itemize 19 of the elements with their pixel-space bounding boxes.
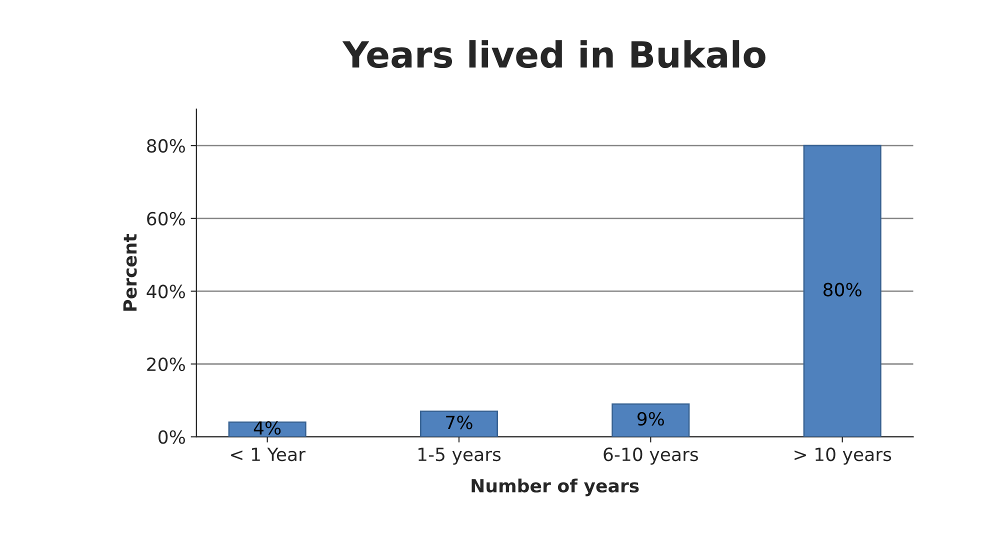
- y-tick-label: 20%: [147, 357, 185, 372]
- y-tick-label: 60%: [147, 212, 185, 226]
- bar: [803, 144, 882, 437]
- x-axis-title: Number of years: [472, 478, 639, 496]
- y-axis-title: Percent: [123, 234, 137, 311]
- data-label: 9%: [637, 412, 664, 426]
- x-tick-label: < 1 Year: [231, 448, 306, 462]
- data-label: 7%: [446, 416, 472, 430]
- x-tick-label: > 10 years: [794, 448, 892, 465]
- chart-title: Years lived in Bukalo: [342, 40, 766, 68]
- bar: [420, 410, 498, 437]
- bar: [612, 403, 690, 437]
- data-label: 4%: [254, 421, 281, 435]
- x-tick-label: 6-10 years: [604, 448, 698, 465]
- y-tick-label: 40%: [146, 284, 185, 298]
- y-tick-label: 80%: [147, 139, 185, 153]
- y-tick-label: 0%: [158, 430, 185, 444]
- data-label: 80%: [824, 282, 862, 296]
- x-tick-label: 1-5 years: [418, 448, 501, 465]
